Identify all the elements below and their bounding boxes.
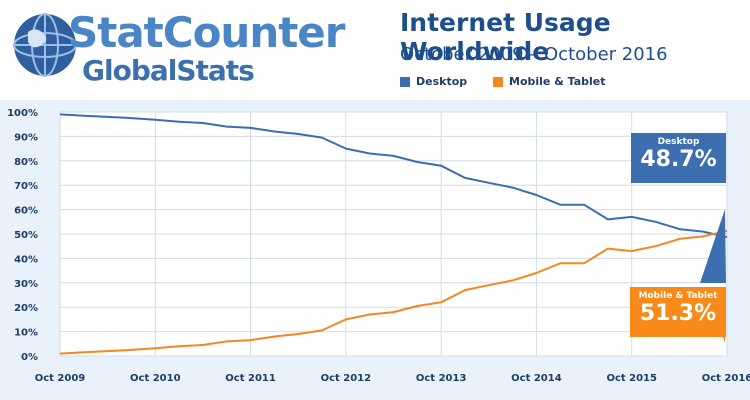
legend-item-desktop: Desktop: [400, 75, 467, 88]
y-tick-label: 60%: [14, 206, 38, 217]
statcounter-logo[interactable]: StatCounter GlobalStats: [10, 8, 370, 94]
legend: Desktop Mobile & Tablet: [400, 75, 628, 90]
x-tick-label: Oct 2010: [130, 373, 181, 384]
y-tick-label: 90%: [14, 132, 38, 143]
x-tick-label: Oct 2009: [35, 373, 86, 384]
desktop-callout-pointer: [700, 209, 726, 283]
mobile-line: [59, 229, 728, 355]
chart-subtitle: October 2009 – October 2016: [400, 44, 668, 65]
y-tick-label: 70%: [14, 181, 38, 192]
desktop-line: [59, 113, 728, 239]
logo-subtitle: GlobalStats: [82, 54, 255, 87]
x-tick-label: Oct 2013: [416, 373, 467, 384]
y-tick-label: 80%: [14, 157, 38, 168]
legend-label-mobile: Mobile & Tablet: [509, 75, 606, 88]
mobile-callout-value: 51.3%: [639, 301, 717, 326]
y-tick-label: 40%: [14, 254, 38, 265]
line-chart: 0% 10% 20% 30% 40% 50% 60% 70% 80% 90% 100% Oct 200…: [7, 108, 750, 384]
y-tick-label: 20%: [14, 303, 38, 314]
mobile-callout-label: Mobile & Tablet: [638, 291, 718, 301]
y-tick-label: 30%: [14, 279, 38, 290]
legend-label-desktop: Desktop: [416, 75, 468, 88]
mobile-callout: Mobile & Tablet 51.3%: [630, 287, 726, 337]
desktop-callout-label: Desktop: [657, 137, 700, 147]
y-tick-label: 10%: [14, 328, 38, 339]
logo-title: StatCounter: [68, 8, 345, 57]
y-tick-label: 0%: [21, 352, 38, 363]
chart-title: Internet Usage Worldwide: [400, 8, 611, 66]
x-tick-label: Oct 2014: [511, 373, 562, 384]
x-tick-label: Oct 2011: [225, 373, 276, 384]
desktop-callout: Desktop 48.7%: [631, 133, 726, 183]
legend-item-mobile: Mobile & Tablet: [493, 75, 606, 88]
legend-swatch-desktop: [400, 76, 410, 87]
globe-icon: [13, 13, 77, 77]
y-tick-label: 100%: [7, 108, 38, 119]
x-tick-label: Oct 2012: [321, 373, 372, 384]
y-tick-label: 50%: [14, 230, 38, 241]
x-tick-label: Oct 2016: [702, 373, 750, 384]
legend-swatch-mobile: [493, 76, 503, 87]
desktop-callout-value: 48.7%: [640, 147, 717, 172]
header: StatCounter GlobalStats Internet Usage W…: [0, 0, 750, 100]
x-tick-label: Oct 2015: [606, 373, 657, 384]
